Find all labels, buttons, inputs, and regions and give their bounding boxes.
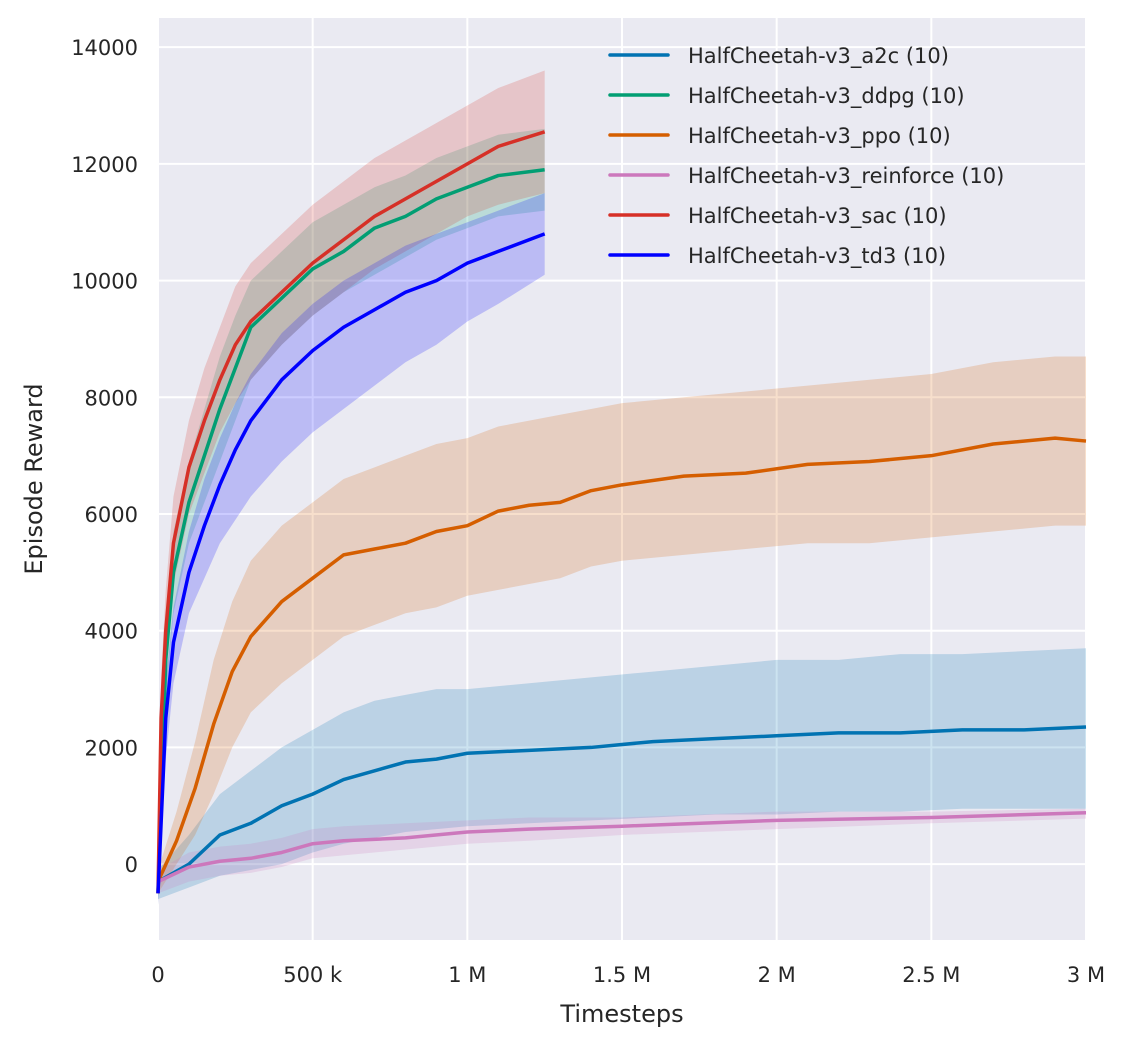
series-line: [157, 811, 1087, 884]
series-line: [156, 130, 546, 894]
legend-entry: HalfCheetah-v3_a2c (10): [688, 44, 949, 69]
x-tick-label: 1 M: [448, 963, 486, 987]
x-tick-label: 2.5 M: [902, 963, 960, 987]
confidence-band: [158, 648, 1086, 900]
x-tick-label: 500 k: [283, 963, 343, 987]
y-tick-label: 0: [125, 853, 138, 877]
x-axis-label: Timesteps: [559, 1000, 683, 1028]
confidence-band: [158, 356, 1086, 894]
y-axis-label: Episode Reward: [20, 383, 48, 574]
y-axis-ticks: 0 2000 4000 6000 8000 10000 12000 14000: [71, 36, 138, 877]
legend-entry: HalfCheetah-v3_reinforce (10): [688, 164, 1004, 189]
y-tick-label: 14000: [71, 36, 138, 60]
y-tick-label: 10000: [71, 270, 138, 294]
legend-entry: HalfCheetah-v3_ppo (10): [688, 124, 951, 149]
y-tick-label: 8000: [85, 386, 138, 410]
legend: HalfCheetah-v3_a2c (10) HalfCheetah-v3_dd…: [608, 44, 1004, 269]
x-axis-ticks: 0 500 k 1 M 1.5 M 2 M 2.5 M 3 M: [151, 963, 1105, 987]
x-tick-label: 3 M: [1067, 963, 1105, 987]
legend-entry: HalfCheetah-v3_sac (10): [688, 204, 947, 229]
y-tick-label: 12000: [71, 153, 138, 177]
x-tick-label: 1.5 M: [593, 963, 651, 987]
x-tick-label: 0: [151, 963, 164, 987]
y-tick-label: 4000: [85, 620, 138, 644]
legend-entry: HalfCheetah-v3_ddpg (10): [688, 84, 965, 109]
y-tick-label: 2000: [85, 736, 138, 760]
grid: [157, 18, 1087, 940]
series-lines: [156, 130, 1087, 894]
legend-entry: HalfCheetah-v3_td3 (10): [688, 244, 946, 269]
x-tick-label: 2 M: [758, 963, 796, 987]
series-line: [156, 436, 1087, 883]
confidence-band: [158, 193, 545, 905]
confidence-band: [158, 70, 545, 905]
y-tick-label: 6000: [85, 503, 138, 527]
confidence-band: [158, 808, 1086, 894]
